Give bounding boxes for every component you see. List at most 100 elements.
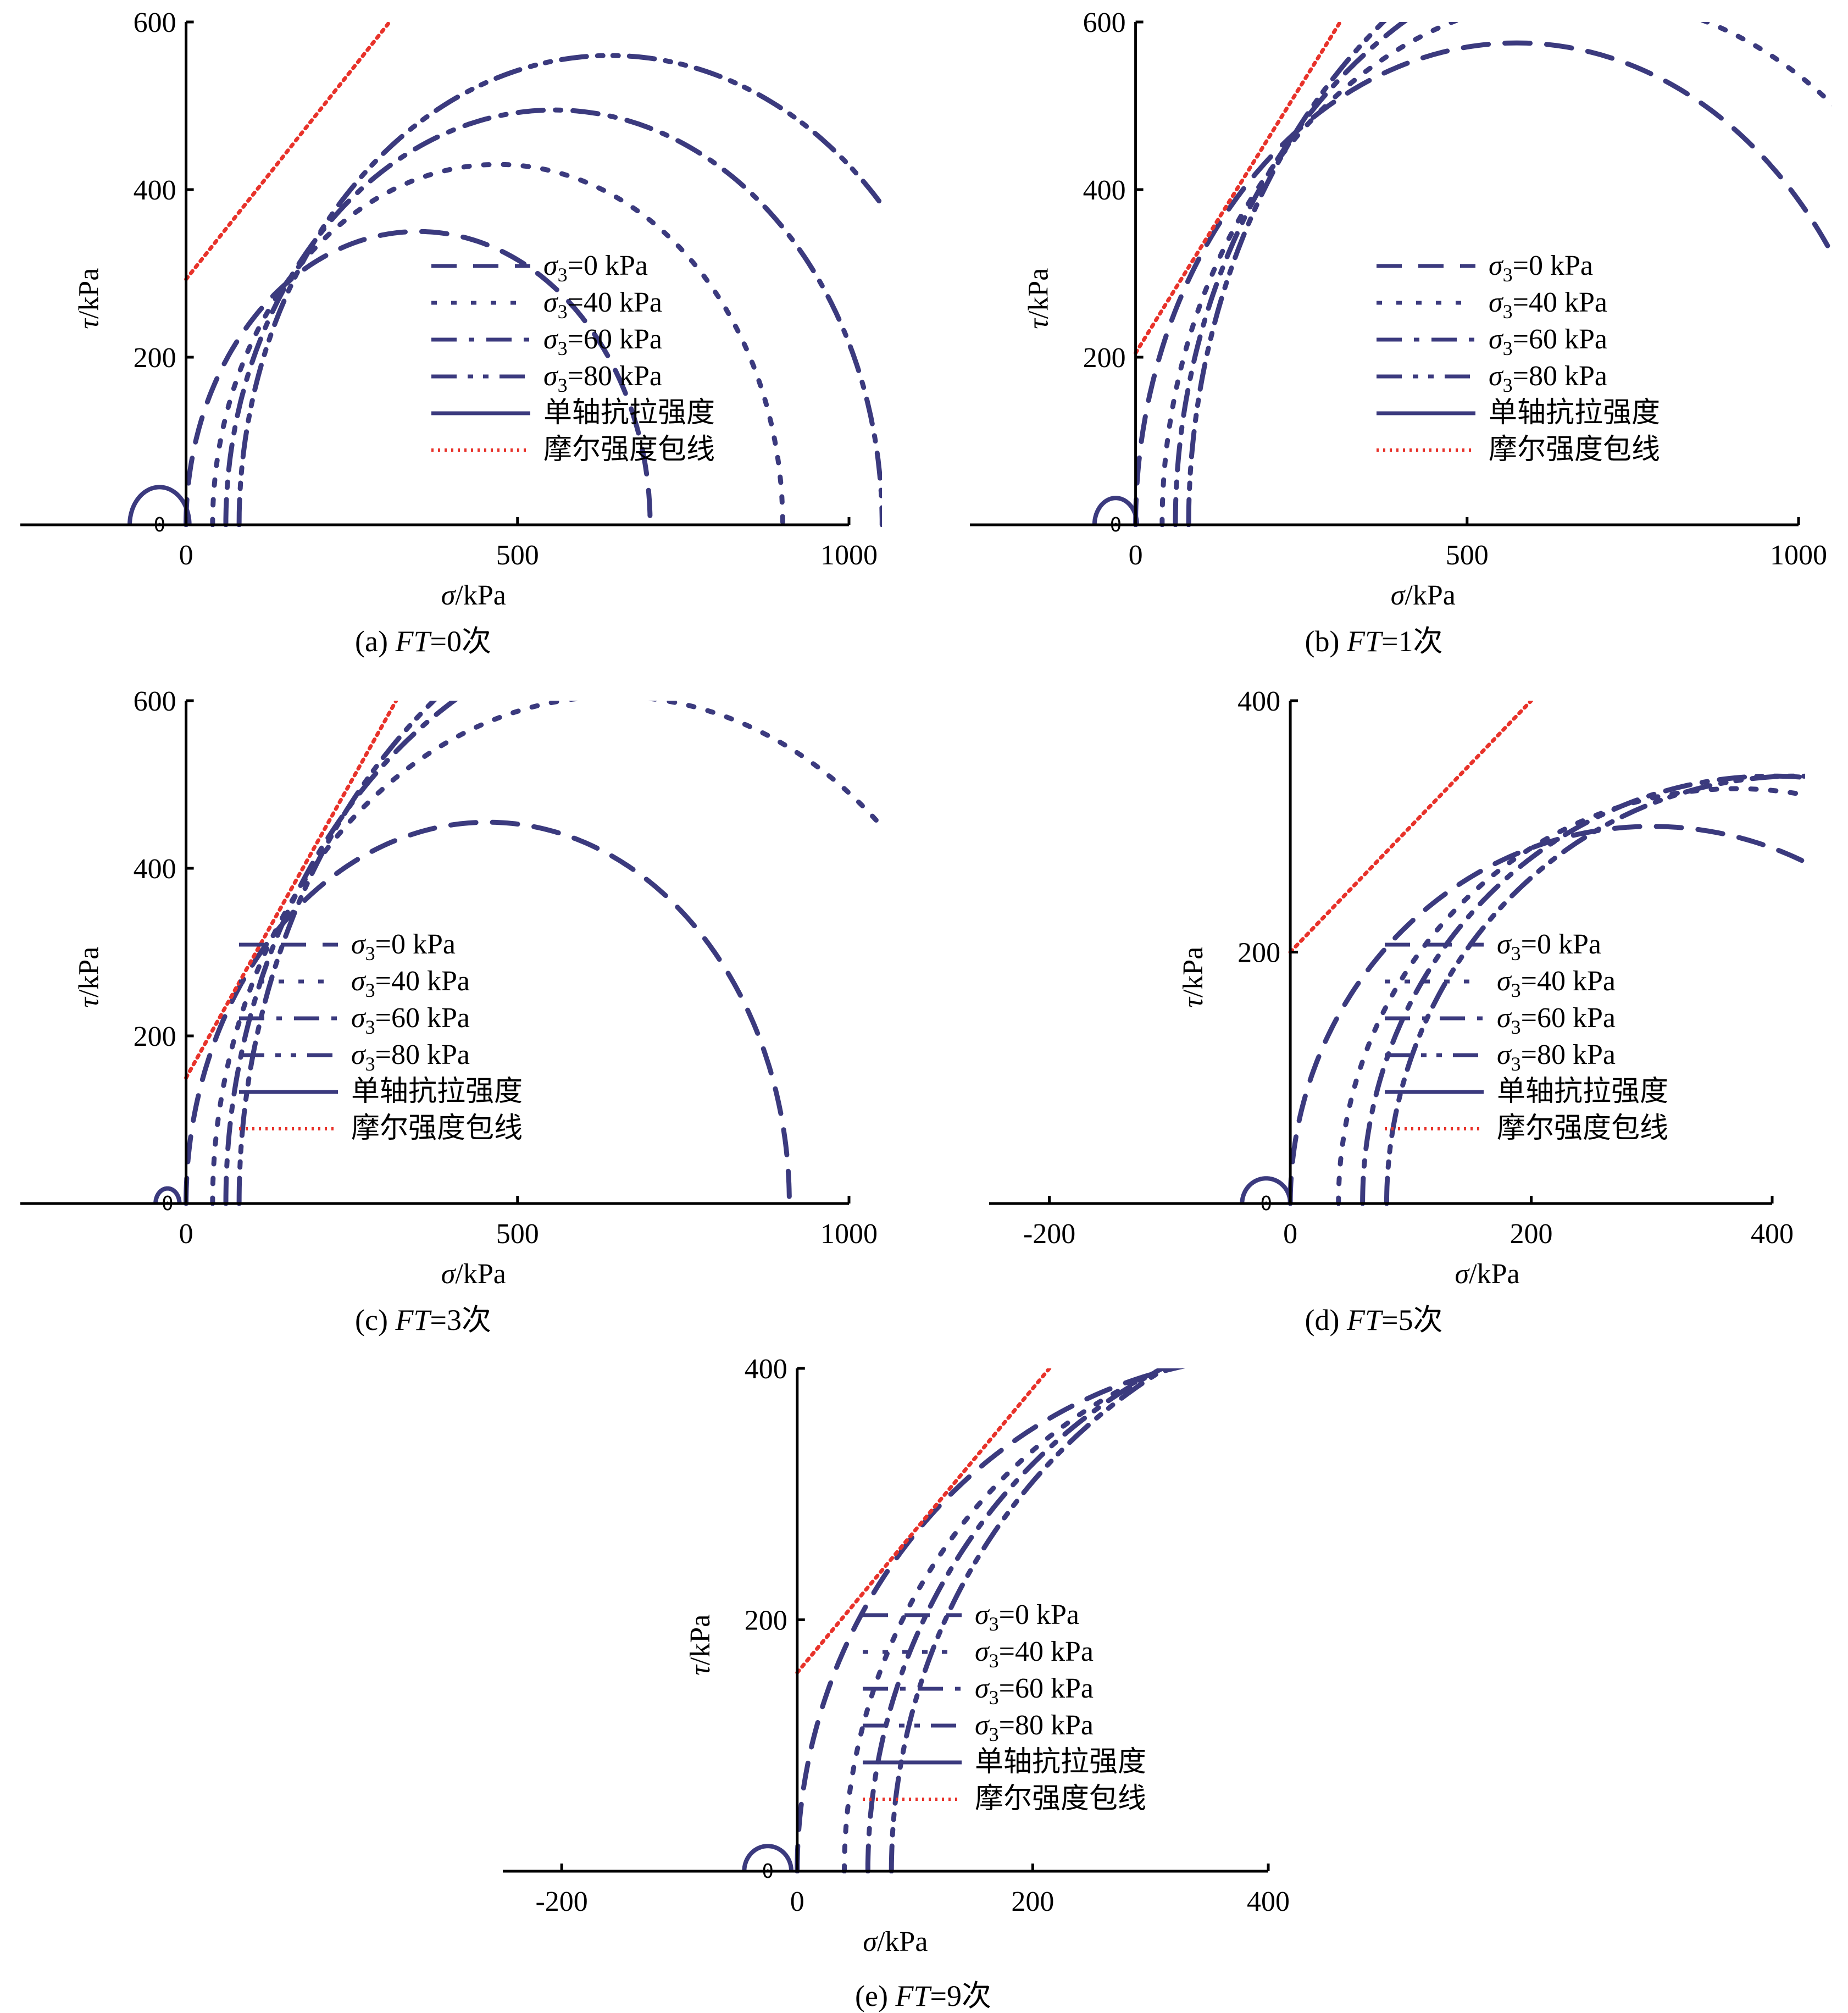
legend-label: σ3=40 kPa (543, 287, 662, 323)
y-axis-title: τ/kPa (74, 947, 105, 1008)
origin-label: 0 (162, 1193, 174, 1215)
mohr-circle-60 (223, 107, 882, 527)
mohr-envelope (1288, 701, 1534, 954)
x-tick-label: -200 (535, 1886, 587, 1917)
legend-label: 单轴抗拉强度 (1497, 1076, 1668, 1107)
mohr-circle-0 (184, 819, 792, 1206)
mohr-circle-0 (795, 1368, 1185, 1873)
legend-label: 摩尔强度包线 (543, 434, 715, 465)
y-tick-label: 400 (1237, 686, 1280, 717)
mohr-circle-80 (236, 701, 437, 1206)
y-tick-label: 200 (134, 1021, 176, 1052)
mohr-circle-0 (1133, 40, 1832, 527)
x-tick-label: 1000 (820, 1218, 878, 1250)
mohr-circle-60 (1173, 22, 1408, 527)
x-tick-label: 0 (179, 1218, 193, 1250)
legend-label: 摩尔强度包线 (1489, 434, 1660, 465)
x-tick-label: -200 (1023, 1218, 1075, 1250)
y-tick-label: 400 (745, 1354, 787, 1385)
legend-label: σ3=0 kPa (543, 250, 648, 286)
tensile-strength-circle (153, 1186, 182, 1204)
x-tick-label: 400 (1247, 1886, 1290, 1917)
tensile-strength-circle (742, 1844, 794, 1872)
legend-label: σ3=80 kPa (1489, 361, 1607, 396)
y-tick-label: 200 (1083, 342, 1126, 374)
mohr-envelope (795, 1368, 1052, 1675)
panel-caption: (c) FT=3次 (355, 1304, 491, 1337)
x-axis-title: σ/kPa (863, 1926, 928, 1957)
panel-caption: (a) FT=0次 (355, 625, 491, 658)
y-axis-title: τ/kPa (74, 268, 105, 329)
y-tick-label: 600 (134, 7, 176, 38)
mohr-circle-0 (184, 229, 653, 527)
origin-label: 0 (1110, 514, 1122, 536)
x-axis-title: σ/kPa (441, 580, 506, 611)
mohr-circle-60 (223, 701, 458, 1206)
x-tick-label: 0 (790, 1886, 804, 1917)
x-tick-label: 400 (1751, 1218, 1794, 1250)
origin-label: 0 (762, 1860, 774, 1883)
x-tick-label: 1000 (820, 540, 878, 571)
mohr-circle-40 (1336, 786, 1805, 1206)
x-tick-label: 200 (1011, 1886, 1054, 1917)
legend-label: σ3=80 kPa (1497, 1039, 1616, 1075)
x-axis-title: σ/kPa (1391, 580, 1456, 611)
panel-caption: (b) FT=1次 (1305, 625, 1443, 658)
y-tick-label: 200 (134, 342, 176, 374)
x-tick-label: 500 (1446, 540, 1489, 571)
y-tick-label: 400 (1083, 175, 1126, 206)
tensile-strength-circle (1240, 1176, 1293, 1204)
legend-label: σ3=0 kPa (1489, 250, 1593, 286)
y-tick-label: 600 (134, 686, 176, 717)
legend-label: σ3=80 kPa (351, 1039, 470, 1075)
mohr-envelope (1134, 22, 1342, 355)
panel-e: -200 0 200 400 200 400 0 σ/kPa τ/kPa (e) FT=9次 σ3=… (503, 1354, 1290, 2012)
legend-label: σ3=0 kPa (351, 929, 456, 964)
legend-label: σ3=40 kPa (975, 1636, 1094, 1672)
legend-label: σ3=0 kPa (1497, 929, 1601, 964)
legend-label: σ3=40 kPa (351, 966, 470, 1001)
x-axis-title: σ/kPa (441, 1258, 506, 1290)
y-tick-label: 400 (134, 175, 176, 206)
x-tick-label: 500 (496, 540, 539, 571)
y-tick-label: 600 (1083, 7, 1126, 38)
x-tick-label: 0 (1283, 1218, 1297, 1250)
y-axis-title: τ/kPa (685, 1615, 716, 1676)
y-tick-label: 400 (134, 853, 176, 885)
panel-caption: (e) FT=9次 (855, 1979, 991, 2012)
legend-label: σ3=60 kPa (1497, 1002, 1616, 1038)
x-tick-label: 200 (1510, 1218, 1553, 1250)
mohr-circle-60 (865, 1368, 1168, 1873)
legend-label: 单轴抗拉强度 (1489, 397, 1660, 429)
legend-label: σ3=0 kPa (975, 1599, 1079, 1635)
panel-a: 0 500 1000 200 400 600 0 σ/kPa τ/kPa (a) FT=0次 σ3=… (20, 7, 882, 658)
legend-label: σ3=60 kPa (351, 1002, 470, 1038)
y-axis-title: τ/kPa (1178, 947, 1209, 1008)
panel-d: -200 0 200 400 200 400 0 σ/kPa τ/kPa (d) FT=5次 σ3=… (989, 686, 1805, 1337)
legend-label: σ3=40 kPa (1497, 966, 1616, 1001)
mohr-circle-40 (210, 701, 882, 1206)
x-tick-label: 0 (179, 540, 193, 571)
x-tick-label: 500 (496, 1218, 539, 1250)
x-tick-label: 0 (1129, 540, 1143, 571)
legend-label: 单轴抗拉强度 (351, 1076, 523, 1107)
mohr-circle-80 (1384, 773, 1805, 1206)
mohr-circle-80 (1186, 22, 1387, 527)
panel-c: 0 500 1000 200 400 600 0 σ/kPa τ/kPa (c) FT=3次 σ3=… (20, 686, 882, 1337)
panel-caption: (d) FT=5次 (1305, 1304, 1443, 1337)
legend-label: σ3=60 kPa (543, 324, 662, 359)
panel-b: 0 500 1000 200 400 600 0 σ/kPa τ/kPa (b) FT=1次 σ3=… (970, 7, 1832, 658)
mohr-envelope (184, 22, 392, 281)
mohr-circle-40 (210, 162, 785, 527)
legend-label: 单轴抗拉强度 (975, 1746, 1146, 1778)
legend-label: σ3=60 kPa (1489, 324, 1607, 359)
origin-label: 0 (154, 514, 166, 536)
x-tick-label: 1000 (1770, 540, 1827, 571)
origin-label: 0 (1260, 1193, 1272, 1215)
